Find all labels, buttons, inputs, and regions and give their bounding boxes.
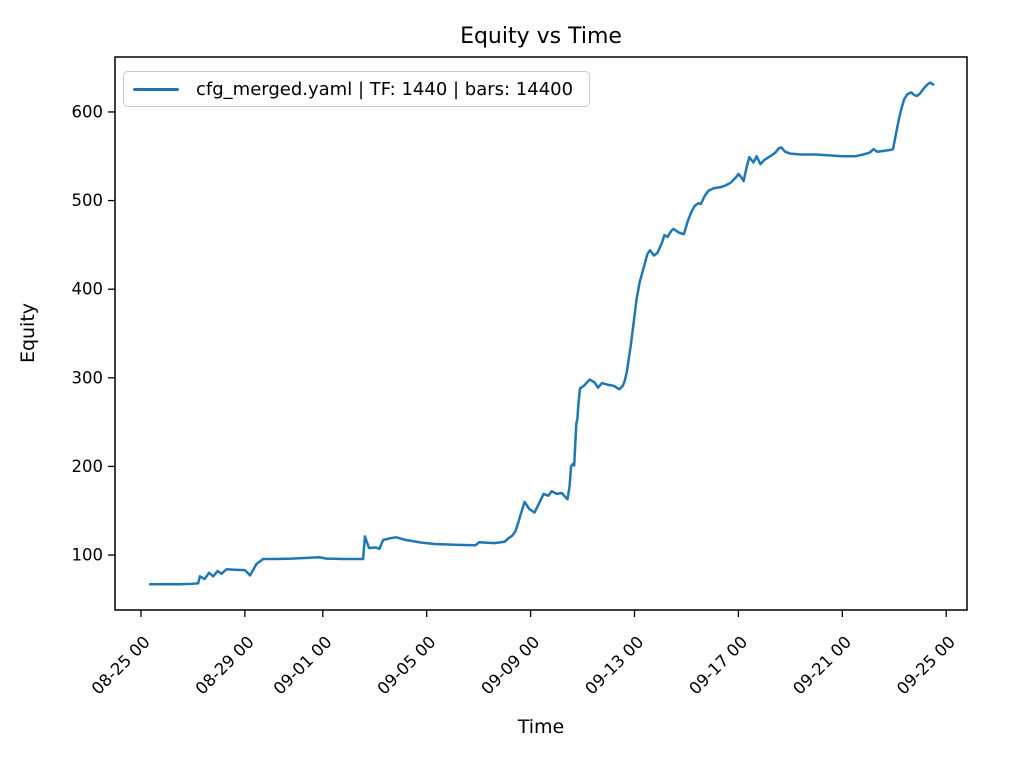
plot-area-border: [114, 56, 968, 611]
x-tick-label: 08-29 00: [192, 632, 258, 698]
y-tick-label: 300: [72, 368, 104, 387]
y-tick-label: 400: [72, 280, 104, 299]
legend-line-swatch: [133, 87, 179, 91]
series-layer: [148, 81, 935, 586]
chart-title: Equity vs Time: [460, 24, 622, 49]
x-tick-label: 09-01 00: [270, 632, 336, 698]
x-tick-label: 09-25 00: [893, 632, 959, 698]
x-tick-label: 09-13 00: [581, 632, 647, 698]
legend-label: cfg_merged.yaml | TF: 1440 | bars: 14400: [196, 78, 574, 100]
y-axis-label: Equity: [17, 302, 39, 364]
y-tick-label: 600: [72, 102, 104, 121]
ticks-layer: 08-25 00 08-29 00 09-01 00 09-05 00 09-09 00…: [72, 102, 960, 698]
x-tick-label: 08-25 00: [88, 632, 154, 698]
y-tick-label: 100: [72, 546, 104, 565]
legend: cfg_merged.yaml | TF: 1440 | bars: 14400: [123, 71, 591, 107]
x-tick-label: 09-17 00: [685, 632, 751, 698]
x-tick-label: 09-09 00: [478, 632, 544, 698]
x-tick-label: 09-05 00: [374, 632, 440, 698]
x-axis-label: Time: [517, 716, 565, 738]
y-tick-label: 500: [72, 191, 104, 210]
x-tick-label: 09-21 00: [789, 632, 855, 698]
y-tick-label: 200: [72, 457, 104, 476]
equity-line: [148, 81, 935, 586]
